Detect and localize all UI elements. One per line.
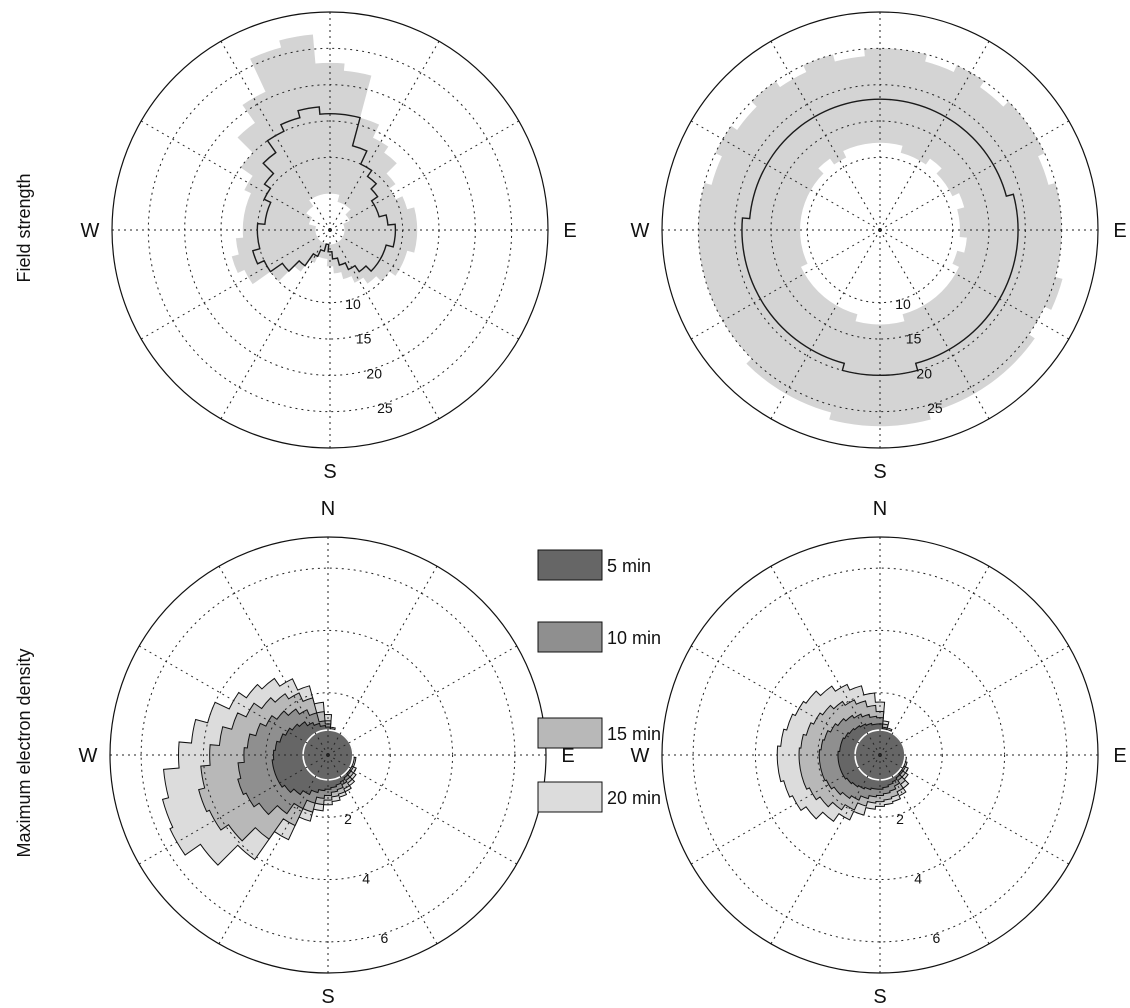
median-line <box>741 98 1019 377</box>
compass-label-e: E <box>563 220 576 242</box>
grid-spoke <box>218 754 329 945</box>
grid-spoke <box>327 645 518 756</box>
polar-panel-top-left: 10 15 20 25 E S W <box>81 11 577 483</box>
grid-spoke <box>218 565 329 756</box>
outer-circle <box>109 536 547 974</box>
grid-spoke <box>879 229 1070 340</box>
radial-tick-label: 20 <box>366 365 382 381</box>
radial-tick-label: 10 <box>895 296 911 312</box>
series-area-5-min <box>837 722 906 791</box>
grid-spoke <box>220 40 331 231</box>
compass-label-s: S <box>321 986 334 1008</box>
polar-panel-top-right: 10 15 20 25 E S W <box>631 11 1127 483</box>
legend-swatch <box>537 781 603 813</box>
compass-label-e: E <box>561 745 574 767</box>
compass-label-e: E <box>1113 745 1126 767</box>
grid-circle <box>202 629 454 881</box>
grid-spoke <box>138 645 329 756</box>
compass-label-s: S <box>873 986 886 1008</box>
outer-circle <box>111 11 549 449</box>
row-label-top: Field strength <box>14 173 34 282</box>
outer-circle <box>661 11 1099 449</box>
grid-spoke <box>879 754 1070 865</box>
grid-spoke <box>690 120 881 231</box>
polar-panel-bottom-left: 2 4 6 N E S W <box>79 498 575 1008</box>
grid-circle <box>817 692 943 818</box>
legend-label: 15 min <box>607 724 661 744</box>
grid-spoke <box>327 754 438 945</box>
radial-tick-label: 2 <box>344 811 352 827</box>
grid-spoke <box>329 40 440 231</box>
radial-tick-label: 6 <box>933 930 941 946</box>
outer-circle <box>661 536 1099 974</box>
grid-spoke <box>329 120 520 231</box>
compass-label-w: W <box>81 220 100 242</box>
radial-tick-label: 15 <box>356 331 372 347</box>
grid-spoke <box>138 754 329 865</box>
grid-spoke <box>770 40 881 231</box>
grid-spoke <box>770 565 881 756</box>
radial-tick-label: 2 <box>896 811 904 827</box>
radial-tick-label: 10 <box>345 296 361 312</box>
radial-tick-label: 25 <box>927 400 943 416</box>
grid-spoke <box>690 754 881 865</box>
legend-label: 5 min <box>607 556 651 576</box>
grid-spoke <box>770 754 881 945</box>
grid-spoke <box>220 229 331 420</box>
grid-spoke <box>329 229 520 340</box>
grid-spoke <box>879 565 990 756</box>
band-area <box>698 48 1063 427</box>
compass-label-s: S <box>323 461 336 483</box>
grid-spoke <box>690 645 881 756</box>
grid-spoke <box>879 120 1070 231</box>
grid-spoke <box>879 754 990 945</box>
radial-tick-label: 25 <box>377 400 393 416</box>
compass-label-w: W <box>631 745 650 767</box>
grid-spoke <box>327 565 438 756</box>
compass-label-w: W <box>631 220 650 242</box>
legend-label: 10 min <box>607 628 661 648</box>
band-area <box>231 34 418 285</box>
polar-panel-bottom-right: 2 4 6 N E S W <box>631 498 1127 1008</box>
grid-spoke <box>879 40 990 231</box>
grid-spoke <box>140 120 331 231</box>
polar-panels: 10 15 20 25 E S W 10 15 20 25 E S W 2 4 6 N E S W 2 4 6 N E S W <box>79 11 1127 1008</box>
radial-tick-label: 4 <box>362 871 370 887</box>
compass-label-n: N <box>321 498 335 520</box>
grid-spoke <box>879 645 1070 756</box>
grid-circle <box>754 629 1006 881</box>
grid-spoke <box>140 229 331 340</box>
radial-tick-label: 20 <box>916 365 932 381</box>
row-label-bottom: Maximum electron density <box>14 648 34 857</box>
compass-label-w: W <box>79 745 98 767</box>
legend-swatch <box>537 717 603 749</box>
radial-tick-label: 15 <box>906 331 922 347</box>
legend: 5 min 10 min 15 min 20 min <box>537 549 661 813</box>
legend-swatch <box>537 549 603 581</box>
grid-spoke <box>770 229 881 420</box>
median-line <box>251 106 397 273</box>
compass-label-s: S <box>873 461 886 483</box>
grid-spoke <box>690 229 881 340</box>
compass-label-n: N <box>873 498 887 520</box>
legend-swatch <box>537 621 603 653</box>
legend-label: 20 min <box>607 788 661 808</box>
grid-spoke <box>879 229 990 420</box>
grid-circle <box>265 692 391 818</box>
radial-tick-label: 4 <box>914 871 922 887</box>
grid-spoke <box>329 229 440 420</box>
compass-label-e: E <box>1113 220 1126 242</box>
radial-tick-label: 6 <box>381 930 389 946</box>
grid-spoke <box>327 754 518 865</box>
